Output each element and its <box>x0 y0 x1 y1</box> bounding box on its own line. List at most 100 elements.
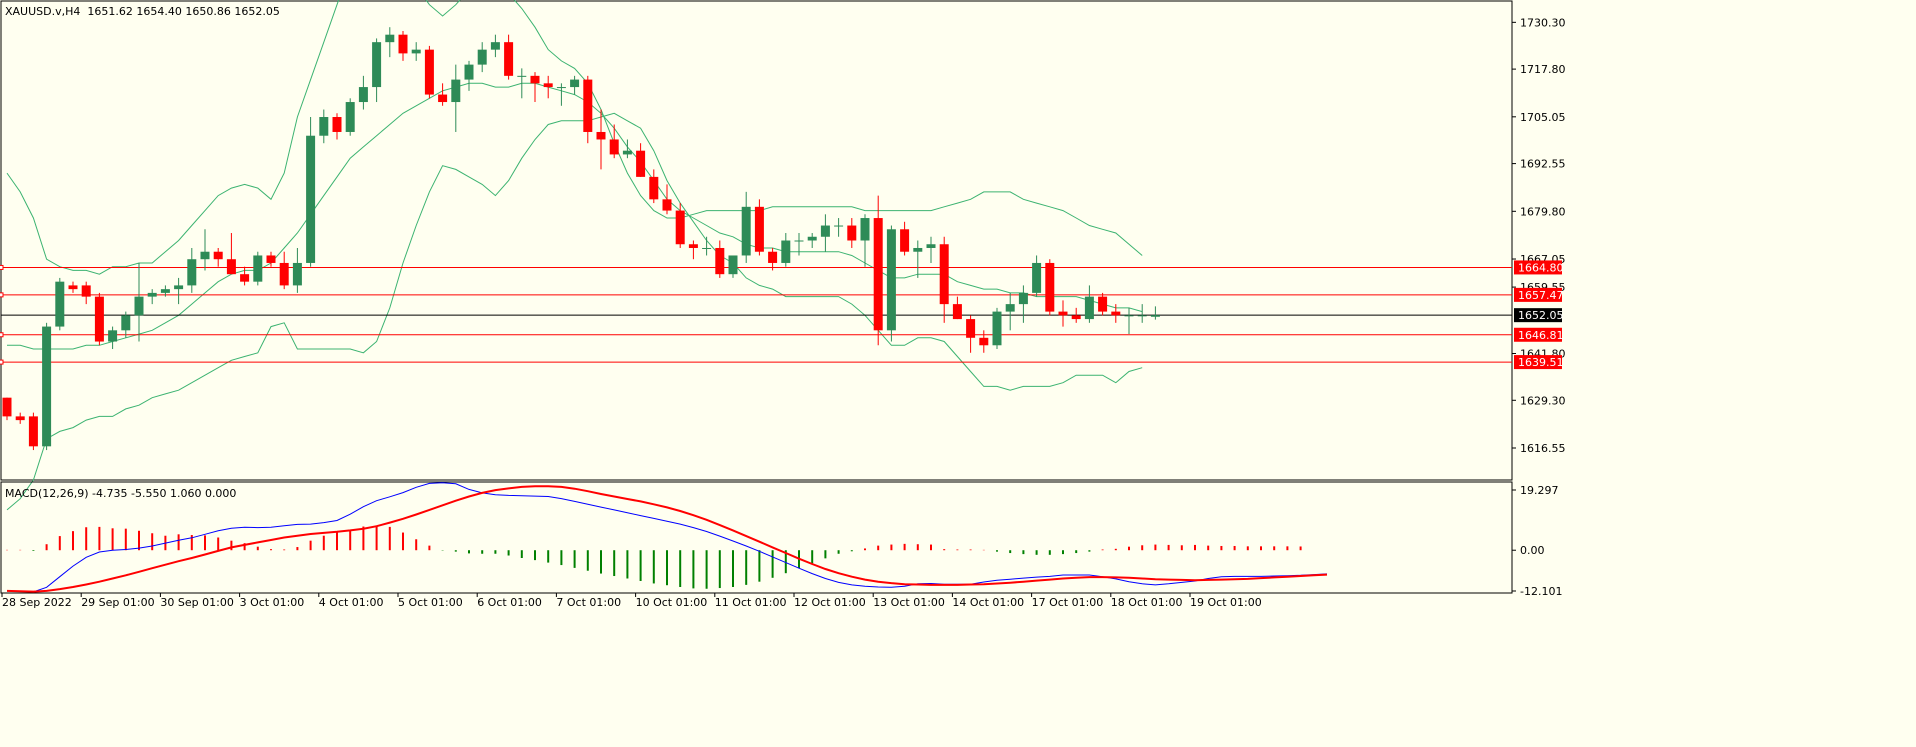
candle[interactable] <box>966 315 976 353</box>
time-tick-label: 4 Oct 01:00 <box>319 596 384 609</box>
candle[interactable] <box>900 221 910 256</box>
candle[interactable] <box>596 109 606 170</box>
candle[interactable] <box>279 251 289 290</box>
candle[interactable] <box>1124 307 1134 335</box>
candle[interactable] <box>319 109 329 144</box>
level-anchor[interactable] <box>0 359 4 365</box>
candle[interactable] <box>781 233 791 267</box>
candle[interactable] <box>517 68 527 99</box>
candle[interactable] <box>754 199 764 256</box>
candle[interactable] <box>662 184 672 215</box>
candle[interactable] <box>609 124 619 159</box>
candle[interactable] <box>873 195 883 346</box>
candle[interactable] <box>675 203 685 248</box>
candle[interactable] <box>1084 285 1094 323</box>
candle[interactable] <box>28 412 38 451</box>
candle[interactable] <box>358 75 368 110</box>
candle[interactable] <box>715 240 725 278</box>
candle[interactable] <box>847 218 857 248</box>
candle[interactable] <box>702 236 712 256</box>
macd-panel[interactable] <box>0 481 1513 594</box>
candle[interactable] <box>464 60 474 91</box>
candle[interactable] <box>134 262 144 342</box>
level-anchor[interactable] <box>0 264 4 270</box>
candle[interactable] <box>81 281 91 305</box>
candle[interactable] <box>794 233 804 256</box>
candle[interactable] <box>15 412 25 424</box>
candle[interactable] <box>1032 255 1042 297</box>
candle[interactable] <box>834 218 844 237</box>
candle[interactable] <box>556 83 566 106</box>
candle[interactable] <box>385 27 395 58</box>
candle[interactable] <box>952 296 962 320</box>
candle-body-bear <box>226 259 236 275</box>
candle[interactable] <box>372 38 382 103</box>
candle[interactable] <box>226 233 236 275</box>
candle[interactable] <box>570 75 580 95</box>
candle[interactable] <box>42 322 52 451</box>
candle[interactable] <box>1098 292 1108 316</box>
candle[interactable] <box>266 251 276 267</box>
candle[interactable] <box>240 266 250 286</box>
candle[interactable] <box>1111 304 1121 323</box>
candle[interactable] <box>306 117 316 267</box>
candle[interactable] <box>992 307 1002 350</box>
candle[interactable] <box>398 30 408 61</box>
level-anchor[interactable] <box>0 332 4 338</box>
candle[interactable] <box>649 169 659 204</box>
candle[interactable] <box>121 311 131 338</box>
candle[interactable] <box>979 330 989 353</box>
candle[interactable] <box>490 34 500 58</box>
candle-body-bear <box>952 304 962 320</box>
candle[interactable] <box>820 214 830 252</box>
candle[interactable] <box>1045 259 1055 316</box>
candle-body-bear <box>213 251 223 260</box>
candle[interactable] <box>636 143 646 177</box>
candle[interactable] <box>477 42 487 73</box>
candle[interactable] <box>345 98 355 136</box>
candle[interactable] <box>253 251 263 286</box>
candle[interactable] <box>741 191 751 263</box>
candle[interactable] <box>530 72 540 103</box>
candle[interactable] <box>200 229 210 271</box>
candle[interactable] <box>292 247 302 293</box>
candle[interactable] <box>926 236 936 263</box>
candle[interactable] <box>174 277 184 305</box>
candle[interactable] <box>213 247 223 267</box>
candle[interactable] <box>55 277 65 331</box>
candle[interactable] <box>939 236 949 323</box>
candle[interactable] <box>332 113 342 140</box>
candle[interactable] <box>768 247 778 271</box>
candle[interactable] <box>160 285 170 297</box>
candle[interactable] <box>543 75 553 99</box>
candle[interactable] <box>688 240 698 260</box>
candle[interactable] <box>147 289 157 305</box>
candle[interactable] <box>438 83 448 106</box>
candle[interactable] <box>187 247 197 293</box>
candle[interactable] <box>504 34 514 80</box>
candle[interactable] <box>1005 292 1015 331</box>
level-anchor[interactable] <box>0 292 4 298</box>
price-panel[interactable] <box>0 0 1513 511</box>
candle[interactable] <box>411 42 421 61</box>
candle[interactable] <box>1018 285 1028 323</box>
candle[interactable] <box>807 233 817 248</box>
candle[interactable] <box>860 214 870 267</box>
candle[interactable] <box>1058 300 1068 327</box>
candle[interactable] <box>424 45 434 99</box>
candle[interactable] <box>1137 304 1147 323</box>
candle[interactable] <box>2 397 12 421</box>
candle[interactable] <box>1150 306 1160 320</box>
candle-body-bear <box>332 117 342 132</box>
candle[interactable] <box>728 255 738 278</box>
candle[interactable] <box>1071 307 1081 323</box>
candle[interactable] <box>913 240 923 278</box>
candle[interactable] <box>622 139 632 159</box>
candle[interactable] <box>451 64 461 132</box>
candle[interactable] <box>68 281 78 293</box>
candle[interactable] <box>886 225 896 342</box>
candle[interactable] <box>94 292 104 346</box>
candle[interactable] <box>583 75 593 144</box>
candle[interactable] <box>108 326 118 350</box>
